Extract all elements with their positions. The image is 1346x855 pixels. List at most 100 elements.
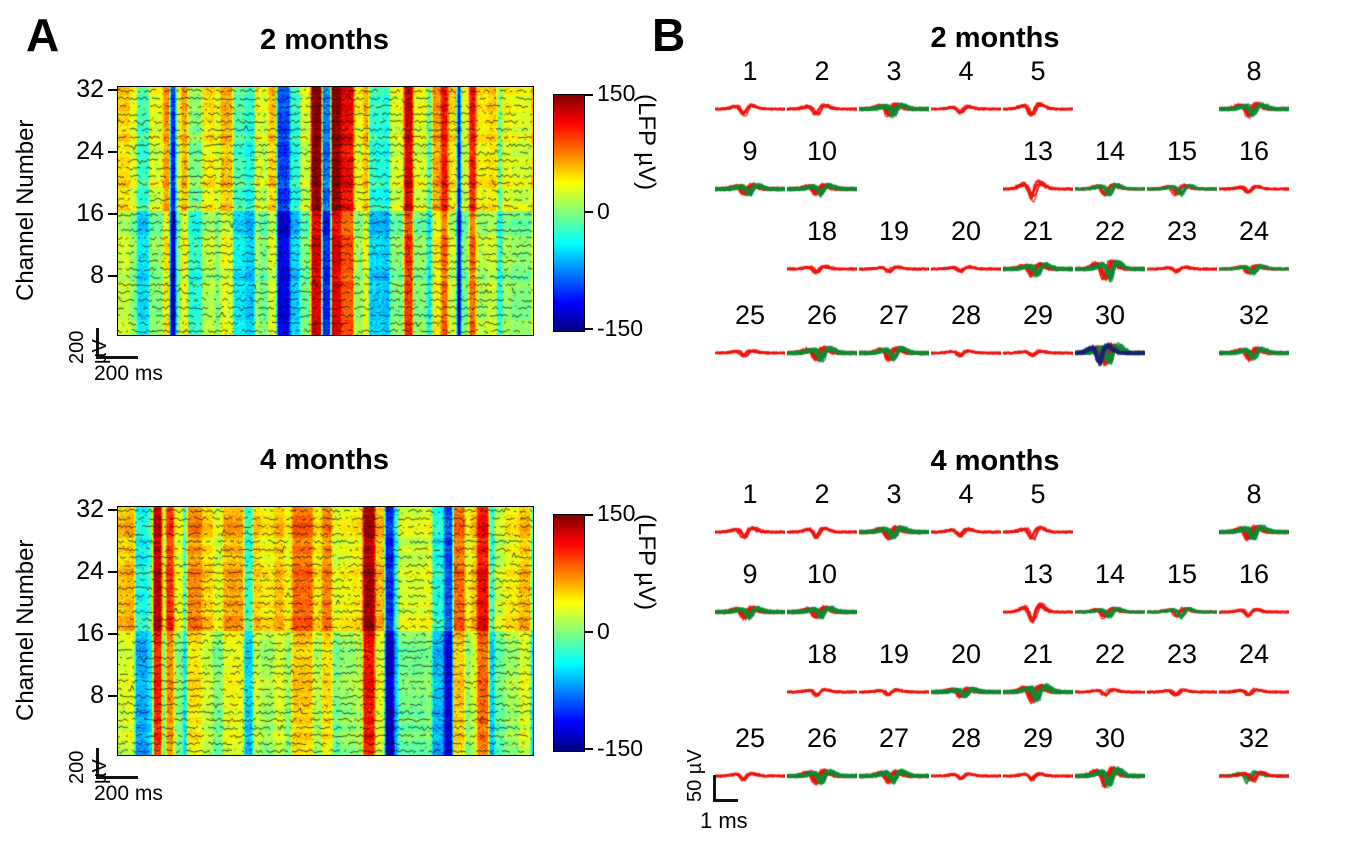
- waveform-cell-ch24: 24: [1218, 216, 1290, 292]
- spike-waveform-ch25: [715, 753, 785, 799]
- group-title: 4 months: [930, 445, 1060, 477]
- y-tick-16: 16: [76, 199, 104, 227]
- waveform-cell-ch28: 28: [930, 723, 1002, 799]
- lfp-heatmap-canvas-4months: [117, 506, 534, 756]
- channel-number: 14: [1094, 136, 1126, 166]
- waveform-cell-ch18: 18: [786, 216, 858, 292]
- spike-waveform-ch2: [787, 509, 857, 555]
- waveform-cell-ch14: 14: [1074, 559, 1146, 635]
- spike-waveform-ch10: [787, 166, 857, 212]
- channel-number: 24: [1238, 639, 1270, 669]
- channel-number: 18: [806, 216, 838, 246]
- voltage-scale-label: 50 µV: [684, 749, 706, 802]
- channel-number: 9: [742, 559, 758, 589]
- group-title: 2 months: [930, 22, 1060, 54]
- panel-b: 2 months 1 2 3 4 5 8 9 10 13 14 15 16 18 19 20 21 22 23 24…: [684, 0, 1346, 855]
- waveform-cell-ch5: 5: [1002, 479, 1074, 555]
- time-scalebar: [96, 356, 138, 359]
- spike-waveform-ch24: [1219, 246, 1289, 292]
- waveform-cell-ch26: 26: [786, 723, 858, 799]
- colorbar-tick-max: 150: [597, 500, 636, 526]
- channel-number: 3: [886, 56, 902, 86]
- channel-number: 16: [1238, 559, 1270, 589]
- spike-waveform-ch29: [1003, 753, 1073, 799]
- channel-number: 8: [1246, 56, 1262, 86]
- channel-number: 16: [1238, 136, 1270, 166]
- waveform-cell-ch10: 10: [786, 136, 858, 212]
- channel-number: 23: [1166, 216, 1198, 246]
- channel-number: 26: [806, 300, 838, 330]
- spike-waveform-ch20: [931, 246, 1001, 292]
- spike-waveform-ch19: [859, 669, 929, 715]
- waveform-cell-ch22: 22: [1074, 216, 1146, 292]
- spike-waveform-ch18: [787, 669, 857, 715]
- lfp-heatmap-plot-4months: 4 months Channel Number 32 24 16 8 200 µ…: [0, 438, 690, 848]
- y-tickmark: [108, 571, 117, 573]
- colorbar-tickmark: [585, 328, 593, 330]
- waveform-cell-ch32: 32: [1218, 723, 1290, 799]
- spike-waveform-ch4: [931, 86, 1001, 132]
- channel-number: 26: [806, 723, 838, 753]
- channel-number: 19: [878, 639, 910, 669]
- waveform-cell-ch32: 32: [1218, 300, 1290, 376]
- colorbar-tickmark: [585, 211, 593, 213]
- waveform-cell-ch29: 29: [1002, 723, 1074, 799]
- spike-waveform-ch32: [1219, 753, 1289, 799]
- time-scale-label: 200 ms: [94, 362, 163, 385]
- spike-waveform-ch3: [859, 86, 929, 132]
- waveform-cell-ch16: 16: [1218, 136, 1290, 212]
- waveform-cell-ch29: 29: [1002, 300, 1074, 376]
- y-tick-24: 24: [76, 137, 104, 165]
- waveform-cell-ch26: 26: [786, 300, 858, 376]
- spike-waveform-ch21: [1003, 246, 1073, 292]
- spike-waveform-ch16: [1219, 166, 1289, 212]
- channel-number: 9: [742, 136, 758, 166]
- spike-waveform-ch4: [931, 509, 1001, 555]
- waveform-cell-ch28: 28: [930, 300, 1002, 376]
- channel-number: 30: [1094, 723, 1126, 753]
- spike-waveform-ch23: [1147, 669, 1217, 715]
- channel-number: 24: [1238, 216, 1270, 246]
- spike-waveform-ch25: [715, 330, 785, 376]
- y-tickmark: [108, 213, 117, 215]
- waveform-cell-ch9: 9: [714, 136, 786, 212]
- y-tickmark: [108, 695, 117, 697]
- channel-number: 25: [734, 300, 766, 330]
- voltage-scale-label: 200 µV: [66, 750, 111, 784]
- spike-waveform-ch30: [1075, 753, 1145, 799]
- channel-number: 1: [742, 479, 758, 509]
- colorbar-tickmark: [585, 94, 593, 96]
- colorbar: [553, 94, 585, 332]
- spike-waveform-ch2: [787, 86, 857, 132]
- colorbar-tick-max: 150: [597, 80, 636, 106]
- spike-waveform-ch14: [1075, 166, 1145, 212]
- channel-number: 29: [1022, 300, 1054, 330]
- spike-waveform-ch3: [859, 509, 929, 555]
- spike-waveform-ch28: [931, 330, 1001, 376]
- spike-waveform-ch29: [1003, 330, 1073, 376]
- spike-waveform-ch10: [787, 589, 857, 635]
- time-scale-label: 1 ms: [700, 808, 748, 833]
- colorbar-tick-zero: 0: [597, 198, 610, 224]
- channel-number: 18: [806, 639, 838, 669]
- spike-waveform-ch1: [715, 86, 785, 132]
- spike-waveform-ch8: [1219, 509, 1289, 555]
- voltage-scale-label: 200 µV: [66, 330, 111, 364]
- spike-waveform-ch19: [859, 246, 929, 292]
- channel-number: 10: [806, 559, 838, 589]
- channel-number: 30: [1094, 300, 1126, 330]
- channel-number: 29: [1022, 723, 1054, 753]
- channel-number: 4: [958, 479, 974, 509]
- waveform-cell-ch15: 15: [1146, 559, 1218, 635]
- y-tick-8: 8: [90, 681, 104, 709]
- spike-waveform-ch28: [931, 753, 1001, 799]
- spike-waveform-ch27: [859, 330, 929, 376]
- plot-title: 4 months: [260, 444, 389, 476]
- spike-waveform-ch20: [931, 669, 1001, 715]
- waveform-cell-ch21: 21: [1002, 639, 1074, 715]
- spike-waveform-ch5: [1003, 86, 1073, 132]
- waveform-cell-ch8: 8: [1218, 479, 1290, 555]
- waveform-cell-ch20: 20: [930, 216, 1002, 292]
- waveform-cell-ch22: 22: [1074, 639, 1146, 715]
